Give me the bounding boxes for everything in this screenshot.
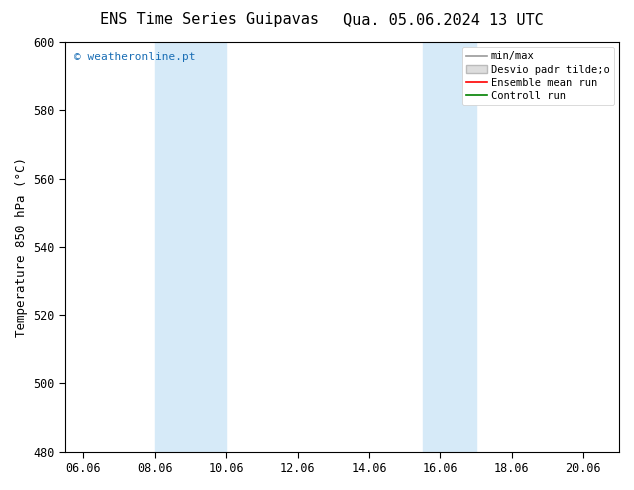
Legend: min/max, Desvio padr tilde;o, Ensemble mean run, Controll run: min/max, Desvio padr tilde;o, Ensemble m… <box>462 47 614 105</box>
Text: Qua. 05.06.2024 13 UTC: Qua. 05.06.2024 13 UTC <box>344 12 544 27</box>
Bar <box>422 42 476 452</box>
Bar <box>155 42 226 452</box>
Text: © weatheronline.pt: © weatheronline.pt <box>74 52 195 62</box>
Text: ENS Time Series Guipavas: ENS Time Series Guipavas <box>100 12 319 27</box>
Y-axis label: Temperature 850 hPa (°C): Temperature 850 hPa (°C) <box>15 157 28 337</box>
